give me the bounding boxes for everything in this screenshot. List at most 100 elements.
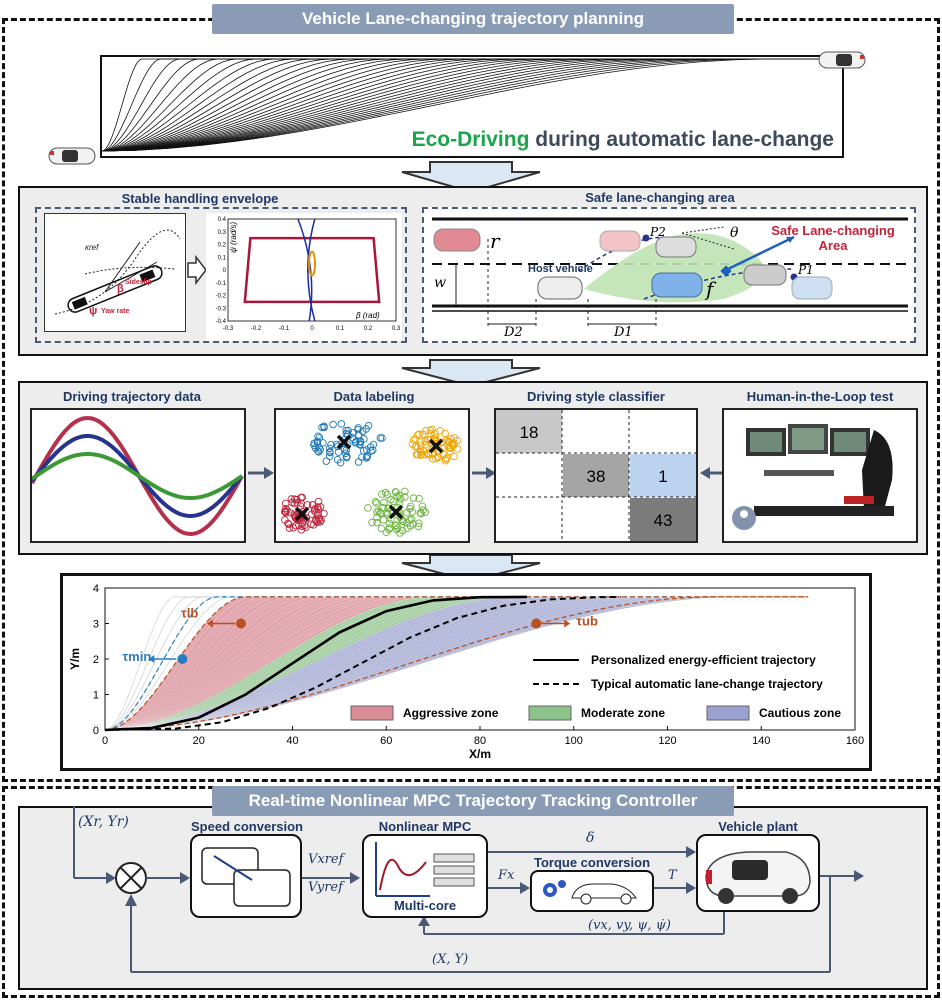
cluster-point	[364, 504, 372, 512]
fan-curve	[102, 58, 840, 152]
cluster-point	[342, 426, 350, 435]
fan-curve	[102, 58, 840, 152]
zone-line	[104, 596, 809, 731]
safe-area-label-1: Safe Lane-changing	[771, 223, 895, 238]
traj-data-title: Driving trajectory data	[63, 389, 201, 404]
p2-label: P2	[650, 225, 666, 239]
safe-area-label: Safe Lane-changing Area	[758, 223, 908, 253]
trajectory-fan	[102, 58, 840, 152]
fan-curve	[102, 58, 840, 152]
host-vehicle-label: Host vehicle	[528, 263, 593, 275]
zone-line	[104, 596, 809, 731]
marker-point-0	[177, 654, 188, 664]
torque-t-label: T	[668, 868, 677, 883]
cluster-point	[414, 522, 423, 531]
f-label: f	[706, 277, 714, 301]
cluster-point	[320, 509, 328, 518]
fan-curve	[102, 58, 840, 152]
cluster-point	[406, 522, 415, 530]
zone-line	[104, 596, 809, 731]
down-arrow-3	[401, 554, 541, 583]
sine-wave-2	[30, 452, 244, 501]
cluster-point	[403, 508, 411, 517]
beta-label: β	[117, 283, 124, 295]
cluster-point	[439, 450, 448, 459]
grid-value-18: 18	[520, 423, 539, 442]
x-tick-label: 40	[286, 735, 298, 747]
mpc-title: Real-time Nonlinear MPC Trajectory Track…	[212, 786, 734, 816]
cluster-point	[366, 443, 375, 451]
phase-trace-2	[307, 218, 316, 322]
cluster-point	[317, 516, 325, 525]
cluster-point	[450, 439, 458, 447]
cluster-point	[309, 521, 318, 529]
cluster-centroid-2	[294, 506, 310, 522]
cluster-point	[315, 433, 324, 442]
cluster-point	[414, 431, 422, 439]
cluster-point	[302, 514, 310, 522]
cluster-point	[418, 502, 427, 510]
zone-line	[104, 596, 809, 731]
vehicle-plant-block	[696, 834, 820, 912]
cluster-point	[396, 513, 404, 521]
zone-line	[104, 596, 809, 731]
cluster-point	[454, 445, 462, 453]
stability-envelope	[243, 236, 381, 304]
zone-line	[104, 596, 809, 731]
phase-ytick: -0.1	[216, 281, 227, 287]
cluster-point	[401, 493, 409, 501]
eco-rest: during automatic lane-change	[535, 128, 834, 151]
zone-line	[104, 596, 809, 731]
zone-line	[104, 596, 809, 731]
zone-legend-label-1: Moderate zone	[581, 706, 665, 720]
grid-value-43: 43	[654, 511, 673, 530]
zone-line	[104, 596, 809, 731]
simulator-box	[722, 408, 918, 543]
zone-legend-label-0: Aggressive zone	[403, 706, 499, 720]
cluster-point	[329, 420, 337, 429]
envelope-box	[35, 207, 407, 343]
fan-curve	[102, 58, 840, 152]
zone-line	[104, 596, 809, 731]
fan-curve	[102, 58, 840, 152]
bicycle-model-sketch: β Sideslip ψ Yaw rate κref	[44, 213, 186, 332]
cluster-point	[354, 458, 363, 466]
cluster-point	[285, 524, 294, 532]
arrow-from-hil	[700, 467, 724, 479]
grid-value-1: 1	[658, 467, 667, 486]
phase-xtick: 0	[310, 326, 314, 332]
cluster-point	[421, 508, 429, 516]
vx-ref-label: Vxref	[308, 852, 344, 867]
labeling-title: Data labeling	[333, 389, 415, 404]
zone-line	[104, 596, 809, 731]
cluster-point	[314, 514, 323, 523]
cluster-point	[450, 452, 458, 461]
x-tick-label: 160	[846, 735, 864, 747]
boundary-curve-0	[104, 596, 809, 731]
cluster-point	[425, 451, 433, 459]
cluster-point	[316, 518, 324, 526]
zone-line	[104, 596, 809, 731]
phase-ytick: -0.3	[216, 306, 227, 312]
zone-line	[104, 596, 809, 731]
cluster-point	[417, 441, 425, 450]
classifier-title: Driving style classifier	[526, 389, 665, 404]
cluster-point	[371, 498, 380, 506]
cluster-point	[421, 437, 429, 445]
fan-curve	[102, 58, 840, 152]
cluster-point	[349, 429, 358, 437]
fan-curve	[102, 58, 840, 152]
cluster-point	[377, 510, 385, 518]
cluster-point	[318, 423, 326, 432]
legend-label-0: Personalized energy-efficient trajectory	[591, 653, 816, 667]
y-tick-label: 2	[93, 654, 99, 666]
cluster-point	[287, 495, 296, 503]
fan-curve	[102, 58, 840, 152]
fan-curve	[102, 58, 840, 152]
cluster-point	[380, 498, 388, 507]
nonlinear-mpc-block	[362, 834, 488, 918]
candidate-trajectory	[104, 596, 809, 731]
cluster-point	[383, 490, 391, 499]
down-arrow-2	[401, 359, 541, 388]
y-axis-label: Y/m	[68, 648, 82, 670]
